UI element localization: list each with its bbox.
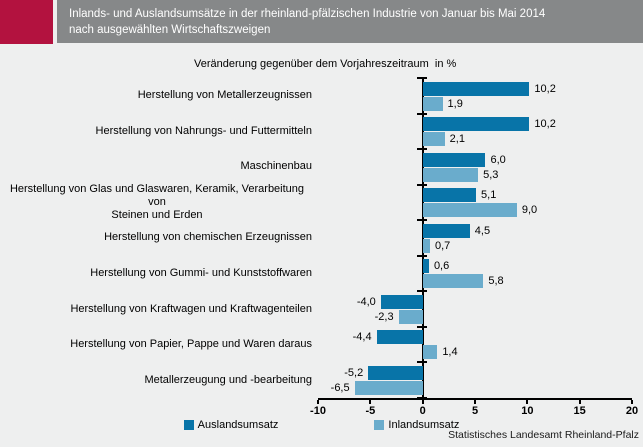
bar-auslandsumsatz	[380, 294, 423, 309]
category-label-text: Herstellung von Metallerzeugnissen	[137, 89, 312, 102]
bar-value-label: 5,3	[483, 168, 499, 181]
bar-auslandsumsatz	[368, 365, 423, 380]
x-axis-tick	[578, 400, 581, 404]
x-axis-tick	[526, 400, 529, 404]
bar-inlandsumsatz	[398, 309, 423, 324]
category-label-text: Maschinenbau	[240, 160, 312, 173]
x-axis-tick	[369, 400, 372, 404]
y-axis-tick	[416, 361, 427, 364]
category-label: Herstellung von Nahrungs- und Futtermitt…	[2, 114, 312, 150]
bar-auslandsumsatz	[422, 117, 530, 132]
bar-auslandsumsatz	[422, 223, 470, 238]
bar-inlandsumsatz	[422, 132, 445, 147]
y-axis-tick	[416, 219, 427, 222]
y-axis-tick	[416, 183, 427, 186]
bar-auslandsumsatz	[422, 81, 530, 96]
x-axis-tick	[631, 400, 633, 404]
bar-auslandsumsatz	[422, 259, 429, 274]
legend-label-auslandsumsatz: Auslandsumsatz	[197, 419, 279, 431]
title-band: Inlands- und Auslandsumsätze in der rhei…	[57, 0, 643, 43]
category-label: Herstellung von Papier, Pappe und Waren …	[2, 327, 312, 363]
x-axis-tick-label: -10	[310, 405, 326, 417]
x-axis-line	[318, 398, 632, 400]
x-axis-tick-label: -5	[365, 405, 376, 417]
bar-value-label: 10,2	[534, 82, 556, 95]
legend-swatch-auslandsumsatz	[183, 420, 194, 430]
x-axis-tick-label: 20	[625, 405, 639, 417]
bar-inlandsumsatz	[422, 203, 517, 218]
x-axis-tick-label: 0	[419, 405, 426, 417]
bar-inlandsumsatz	[422, 96, 443, 111]
category-label: Maschinenbau	[2, 149, 312, 185]
bar-auslandsumsatz	[376, 330, 423, 345]
x-axis-tick-label: 5	[471, 405, 479, 417]
category-label: Herstellung von Glas und Glaswaren, Kera…	[2, 182, 312, 221]
bar-value-label: 6,0	[490, 153, 506, 166]
category-label-text: Herstellung von Glas und Glaswaren, Kera…	[9, 182, 305, 221]
legend-swatch-inlandsumsatz	[374, 420, 385, 430]
bar-value-label: 0,7	[434, 239, 451, 252]
y-axis-tick	[416, 77, 427, 79]
bar-inlandsumsatz	[422, 238, 430, 253]
legend-item-auslandsumsatz: Auslandsumsatz	[183, 419, 279, 431]
bar-value-label: -2,3	[374, 310, 394, 323]
y-axis-tick	[416, 290, 427, 293]
category-label-text: Herstellung von Nahrungs- und Futtermitt…	[95, 124, 312, 137]
category-label-text: Metallerzeugung und -bearbeitung	[144, 373, 312, 386]
bar-value-label: -4,0	[356, 295, 376, 308]
bar-value-label: 5,1	[481, 189, 497, 202]
bar-auslandsumsatz	[422, 152, 486, 167]
bar-value-label: -5,2	[344, 366, 364, 379]
y-axis-tick	[416, 148, 427, 151]
chart-subtitle: Veränderung gegenüber dem Vorjahreszeitr…	[194, 58, 457, 70]
x-axis-tick-label: 15	[573, 405, 586, 417]
category-label-text: Herstellung von Kraftwagen und Kraftwage…	[70, 302, 312, 315]
legend-item-inlandsumsatz: Inlandsumsatz	[374, 419, 459, 431]
category-label: Herstellung von Metallerzeugnissen	[2, 78, 312, 114]
category-label: Metallerzeugung und -bearbeitung	[2, 362, 312, 398]
bar-value-label: 4,5	[474, 224, 491, 237]
category-label: Herstellung von Kraftwagen und Kraftwage…	[2, 291, 312, 327]
bar-value-label: -6,5	[330, 381, 350, 394]
bar-value-label: 0,6	[433, 260, 450, 273]
x-axis-tick	[474, 400, 476, 404]
bar-value-label: 1,9	[447, 97, 463, 110]
bar-inlandsumsatz	[422, 167, 479, 182]
figure-title: Inlands- und Auslandsumsätze in der rhei…	[69, 7, 546, 36]
bar-inlandsumsatz	[422, 274, 484, 289]
category-label-text: Herstellung von chemischen Erzeugnissen	[104, 231, 312, 244]
category-label: Herstellung von Gummi- und Kunststoffwar…	[2, 256, 312, 292]
y-axis-line	[421, 78, 424, 398]
x-axis-tick-label: 10	[521, 405, 534, 417]
logo-block	[0, 0, 53, 44]
source-credit: Statistisches Landesamt Rheinland-Pfalz	[448, 429, 639, 441]
x-axis-tick	[317, 400, 319, 404]
legend-label-inlandsumsatz: Inlandsumsatz	[388, 419, 460, 431]
y-axis-tick	[416, 254, 427, 257]
bar-value-label: 9,0	[521, 204, 538, 217]
category-label-text: Herstellung von Papier, Pappe und Waren …	[70, 338, 312, 351]
category-label-text: Herstellung von Gummi- und Kunststoffwar…	[90, 267, 312, 280]
bar-value-label: 1,4	[442, 346, 458, 359]
bar-value-label: -4,4	[352, 331, 372, 344]
bar-inlandsumsatz	[354, 380, 423, 395]
y-axis-tick	[416, 325, 427, 328]
bar-auslandsumsatz	[422, 188, 477, 203]
legend: Auslandsumsatz Inlandsumsatz	[0, 419, 643, 431]
bar-value-label: 5,8	[488, 275, 504, 288]
bar-value-label: 2,1	[449, 133, 465, 146]
x-axis-tick	[421, 400, 424, 404]
y-axis-tick	[416, 112, 427, 115]
bar-inlandsumsatz	[422, 345, 438, 360]
category-label: Herstellung von chemischen Erzeugnissen	[2, 220, 312, 256]
bar-value-label: 10,2	[534, 118, 556, 131]
